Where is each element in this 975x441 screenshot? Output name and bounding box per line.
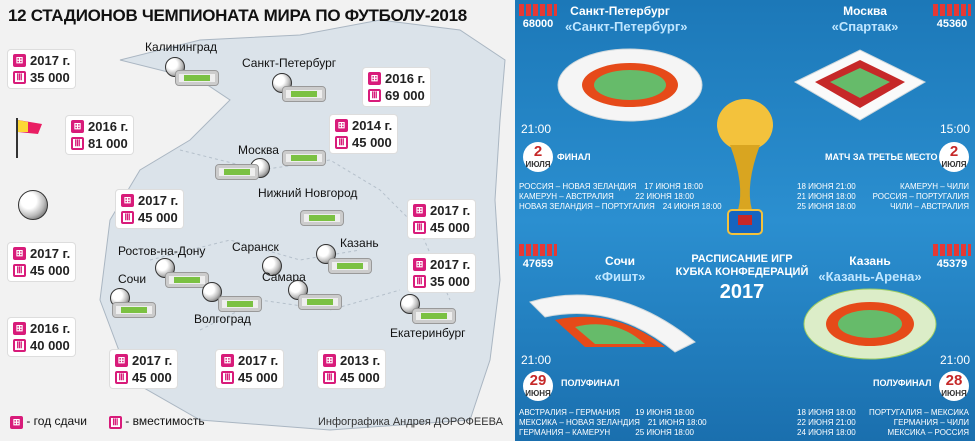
stadium-icon: [529, 294, 696, 353]
city-label: Казань: [340, 236, 379, 250]
stadiums-map-panel: 12 СТАДИОНОВ ЧЕМПИОНАТА МИРА ПО ФУТБОЛУ-…: [0, 0, 515, 441]
city-label: Сочи: [118, 272, 147, 286]
capacity-icon: Ⅲ: [13, 71, 26, 84]
stadium-info-card: ⊞ 2017 г. Ⅲ 45 000: [408, 200, 476, 238]
year-icon: ⊞: [13, 247, 26, 260]
capacity-icon: Ⅲ: [323, 371, 336, 384]
match-date: 2 ИЮЛЯ: [523, 142, 553, 172]
stadium-icon: [218, 296, 262, 312]
year-icon: ⊞: [413, 204, 426, 217]
football-icon: [262, 256, 282, 276]
match-list: 18 ИЮНЯ 18:00 ПОРТУГАЛИЯ – МЕКСИКА 22 ИЮН…: [797, 408, 969, 437]
stadium-info-card: ⊞ 2013 г. Ⅲ 45 000: [318, 350, 386, 388]
city-label: Ростов-на-Дону: [118, 244, 206, 258]
stadium-info-card: ⊞ 2016 г. Ⅲ 81 000: [66, 116, 134, 154]
match-list: РОССИЯ – НОВАЯ ЗЕЛАНДИЯ 17 ИЮНЯ 18:00 КАМ…: [519, 182, 722, 211]
city-label: Нижний Новгород: [258, 186, 358, 200]
match-time: 15:00: [940, 122, 971, 136]
legend: ⊞ - год сдачи Ⅲ - вместимость: [10, 414, 205, 429]
match-time: 21:00: [940, 353, 971, 367]
capacity-icon: Ⅲ: [71, 137, 84, 150]
year-icon: ⊞: [71, 120, 84, 133]
stadium-icon: [282, 86, 326, 102]
capacity-icon: Ⅲ: [108, 416, 122, 429]
stadium-icon: [112, 302, 156, 318]
city-label: Саранск: [232, 240, 279, 254]
stadium-icon: [412, 308, 456, 324]
capacity-icon: Ⅲ: [221, 371, 234, 384]
year-icon: ⊞: [413, 258, 426, 271]
credit: Инфографика Андрея ДОРОФЕЕВА: [318, 416, 503, 428]
match-list: АВСТРАЛИЯ – ГЕРМАНИЯ 19 ИЮНЯ 18:00 МЕКСИК…: [519, 408, 707, 437]
city-label: Волгоград: [194, 312, 251, 326]
stage-label: МАТЧ ЗА ТРЕТЬЕ МЕСТО: [825, 152, 938, 162]
stadium-icon: [282, 150, 326, 166]
stadium-icon: [175, 70, 219, 86]
capacity-icon: Ⅲ: [115, 371, 128, 384]
venue-title: Сочи «Фишт»: [594, 254, 646, 284]
stadium-info-card: ⊞ 2014 г. Ⅲ 45 000: [330, 115, 398, 153]
stadium-icon: [793, 49, 927, 121]
year-icon: ⊞: [121, 194, 134, 207]
match-time: 21:00: [521, 122, 552, 136]
year-icon: ⊞: [115, 354, 128, 367]
stadium-icon: [328, 258, 372, 274]
city-label: Калининград: [145, 40, 218, 54]
stadium-info-card: ⊞ 2017 г. Ⅲ 45 000: [116, 190, 184, 228]
year-icon: ⊞: [368, 72, 381, 85]
match-date: 2 ИЮЛЯ: [939, 142, 969, 172]
stadium-icon: [298, 294, 342, 310]
stadium-info-card: ⊞ 2016 г. Ⅲ 69 000: [363, 68, 431, 106]
capacity-icon: Ⅲ: [368, 89, 381, 102]
football-icon: [202, 282, 222, 302]
capacity-badge: 45360: [933, 4, 971, 30]
venue-title: Казань «Казань-Арена»: [818, 254, 922, 284]
stadium-info-card: ⊞ 2017 г. Ⅲ 45 000: [110, 350, 178, 388]
capacity-icon: Ⅲ: [13, 339, 26, 352]
city-label: Санкт-Петербург: [242, 56, 337, 70]
year-icon: ⊞: [323, 354, 336, 367]
city-label: Екатеринбург: [390, 326, 466, 340]
page-title: 12 СТАДИОНОВ ЧЕМПИОНАТА МИРА ПО ФУТБОЛУ-…: [8, 6, 467, 25]
match-date: 29 ИЮНЯ: [523, 371, 553, 401]
capacity-icon: Ⅲ: [413, 275, 426, 288]
schedule-title: РАСПИСАНИЕ ИГР КУБКА КОНФЕДЕРАЦИЙ 2017: [675, 253, 809, 303]
stadium-icon: [803, 288, 937, 360]
schedule-panel: 68000 Санкт-Петербург «Санкт-Петербург» 2…: [515, 0, 975, 441]
stadium-info-card: ⊞ 2017 г. Ⅲ 45 000: [216, 350, 284, 388]
stadium-info-card: ⊞ 2017 г. Ⅲ 35 000: [8, 50, 76, 88]
match-date: 28 ИЮНЯ: [939, 371, 969, 401]
match-list: 18 ИЮНЯ 21:00 КАМЕРУН – ЧИЛИ 21 ИЮНЯ 18:0…: [797, 182, 969, 211]
capacity-badge: 45379: [933, 244, 971, 270]
venue-title: Москва «Спартак»: [831, 4, 899, 34]
capacity-icon: Ⅲ: [121, 211, 134, 224]
venue-title: Санкт-Петербург «Санкт-Петербург»: [565, 4, 688, 34]
year-icon: ⊞: [335, 119, 348, 132]
stage-label: ФИНАЛ: [557, 152, 591, 162]
capacity-icon: Ⅲ: [413, 221, 426, 234]
capacity-icon: Ⅲ: [13, 264, 26, 277]
stadium-icon: [300, 210, 344, 226]
capacity-badge: 47659: [519, 244, 557, 270]
corner-flag-icon: [16, 118, 42, 158]
trophy-icon: [717, 99, 773, 235]
year-icon: ⊞: [221, 354, 234, 367]
year-icon: ⊞: [10, 416, 23, 429]
year-icon: ⊞: [13, 322, 26, 335]
city-label: Москва: [238, 143, 279, 157]
stadium-icon: [215, 164, 259, 180]
stage-label: ПОЛУФИНАЛ: [561, 378, 620, 388]
capacity-icon: Ⅲ: [335, 136, 348, 149]
stadium-info-card: ⊞ 2017 г. Ⅲ 35 000: [408, 254, 476, 292]
capacity-badge: 68000: [519, 4, 557, 30]
stadium-info-card: ⊞ 2017 г. Ⅲ 45 000: [8, 243, 76, 281]
stage-label: ПОЛУФИНАЛ: [873, 378, 932, 388]
match-time: 21:00: [521, 353, 552, 367]
year-icon: ⊞: [13, 54, 26, 67]
stadium-info-card: ⊞ 2016 г. Ⅲ 40 000: [8, 318, 76, 356]
stadium-icon: [165, 272, 209, 288]
football-icon: [18, 190, 48, 220]
stadium-icon: [557, 48, 703, 122]
